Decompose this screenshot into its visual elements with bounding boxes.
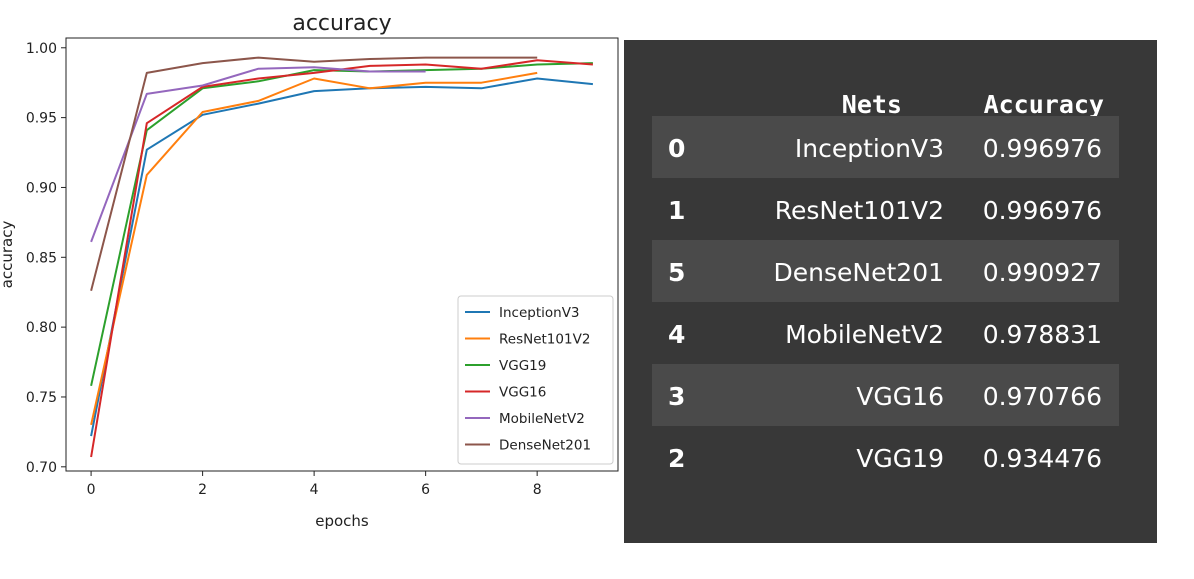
row-index: 3 <box>668 382 686 411</box>
series-line-densenet201 <box>90 56 538 292</box>
row-net: ResNet101V2 <box>774 196 944 225</box>
y-axis-label: accuracy <box>0 221 16 289</box>
series-line-vgg19 <box>90 62 593 387</box>
row-index: 5 <box>668 258 686 287</box>
row-index: 4 <box>668 320 686 349</box>
x-tick-label: 4 <box>310 482 319 498</box>
row-accuracy: 0.978831 <box>982 320 1102 349</box>
row-net: VGG19 <box>856 444 944 473</box>
legend-label-resnet101v2: ResNet101V2 <box>499 332 590 348</box>
legend-label-vgg19: VGG19 <box>499 358 546 374</box>
row-net: MobileNetV2 <box>785 320 944 349</box>
row-net: DenseNet201 <box>773 258 944 287</box>
table-row: 4 MobileNetV2 0.978831 <box>652 302 1119 364</box>
row-net: InceptionV3 <box>794 134 944 163</box>
row-accuracy: 0.990927 <box>982 258 1102 287</box>
legend-label-mobilenetv2: MobileNetV2 <box>499 411 585 427</box>
x-tick-label: 6 <box>421 482 430 498</box>
col-header-accuracy: Accuracy <box>983 90 1104 119</box>
y-tick-label: 0.90 <box>26 180 57 196</box>
row-index: 2 <box>668 444 686 473</box>
x-tick-label: 8 <box>533 482 542 498</box>
y-tick-label: 1.00 <box>26 41 57 57</box>
legend-label-inceptionv3: InceptionV3 <box>499 305 580 321</box>
row-index: 0 <box>668 134 686 163</box>
series-line-inceptionv3 <box>90 77 594 437</box>
row-accuracy: 0.996976 <box>982 134 1102 163</box>
row-accuracy: 0.970766 <box>982 382 1102 411</box>
series-line-mobilenetv2 <box>90 66 426 243</box>
row-accuracy: 0.996976 <box>982 196 1102 225</box>
x-tick-label: 0 <box>87 482 96 498</box>
y-tick-label: 0.75 <box>26 390 57 406</box>
row-index: 1 <box>668 196 686 225</box>
x-axis-label: epochs <box>315 512 369 530</box>
legend-label-densenet201: DenseNet201 <box>499 438 591 454</box>
row-net: VGG16 <box>856 382 944 411</box>
table-row: 0 InceptionV3 0.996976 <box>652 116 1119 178</box>
row-accuracy: 0.934476 <box>982 444 1102 473</box>
table-row: 3 VGG16 0.970766 <box>652 364 1119 426</box>
col-header-nets: Nets <box>841 90 902 119</box>
plot-frame <box>65 37 619 472</box>
table-row: 2 VGG19 0.934476 <box>652 426 1119 488</box>
legend-label-vgg16: VGG16 <box>499 385 546 401</box>
y-tick-label: 0.85 <box>26 250 57 266</box>
table-row: 5 DenseNet201 0.990927 <box>652 240 1119 302</box>
results-table: Nets Accuracy 0 InceptionV3 0.996976 1 R… <box>624 40 1157 543</box>
accuracy-chart: accuracy epochs accuracy 0.70 0.75 0.80 0.85 0.… <box>0 11 619 530</box>
y-tick-label: 0.70 <box>26 460 57 476</box>
legend-box <box>457 295 614 465</box>
y-tick-label: 0.95 <box>26 111 57 127</box>
table-row: 1 ResNet101V2 0.996976 <box>652 178 1119 240</box>
chart-svg: accuracy epochs accuracy 0.70 0.75 0.80 0.85 0.… <box>0 11 619 530</box>
series-line-resnet101v2 <box>90 71 538 426</box>
x-tick-label: 2 <box>198 482 207 498</box>
chart-title: accuracy <box>292 11 391 36</box>
y-tick-label: 0.80 <box>26 320 57 336</box>
